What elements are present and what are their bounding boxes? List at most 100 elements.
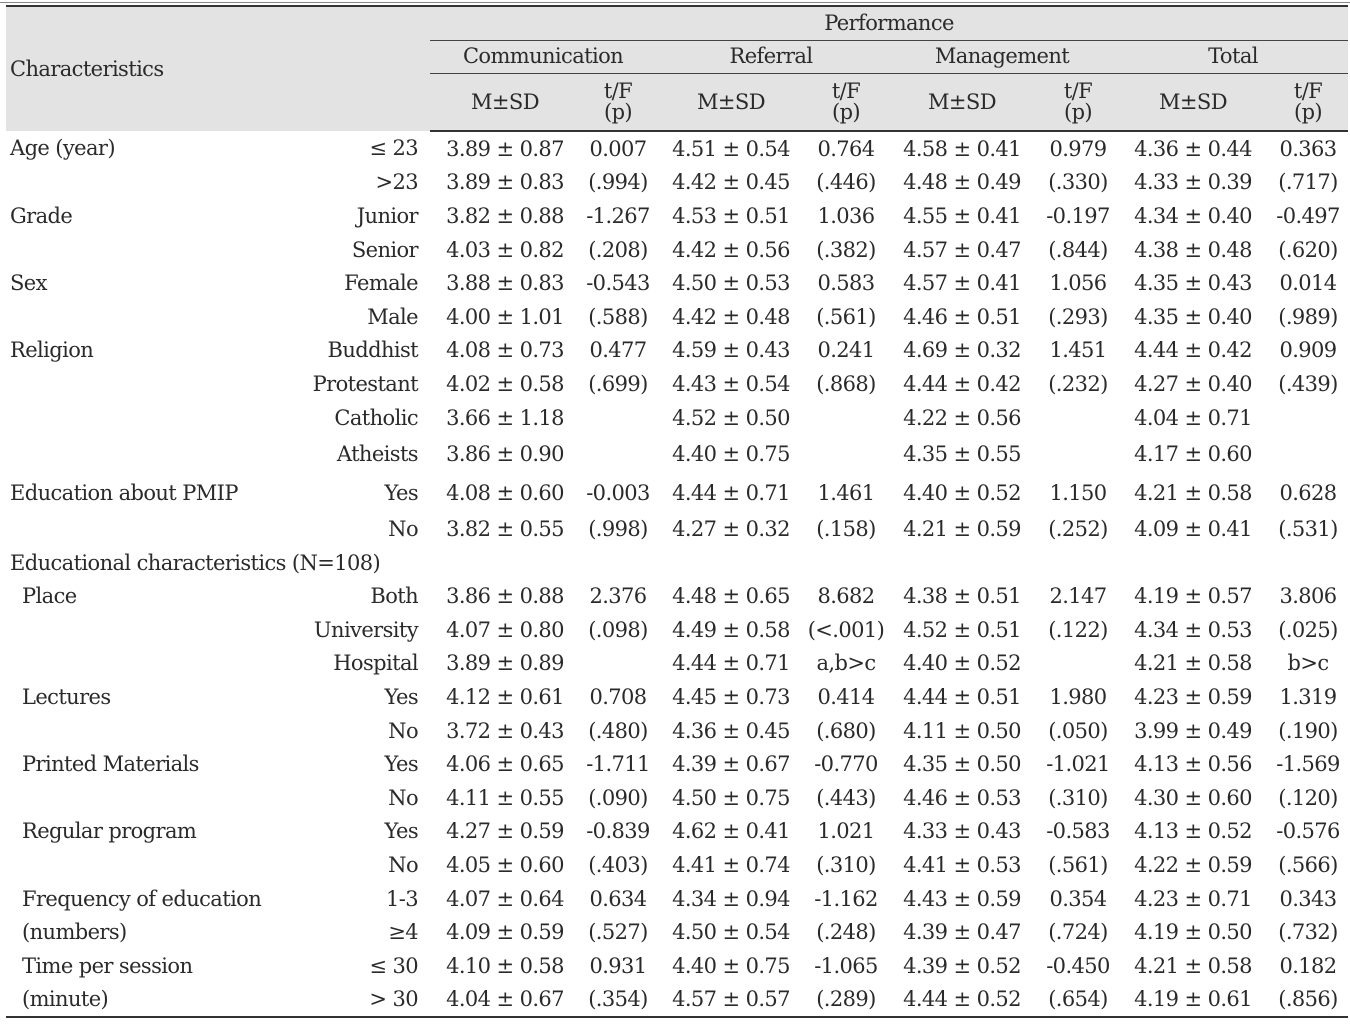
mean-sd-cell: 4.00 ± 1.01 [446, 304, 564, 329]
row-sublabel: Protestant [312, 371, 419, 396]
mean-sd-cell: 4.49 ± 0.58 [672, 617, 790, 642]
test-stat-cell: -0.497 [1276, 203, 1340, 228]
table-row: Protestant 4.02 ± 0.58 (.699) 4.43 ± 0.54 (.… [6, 367, 1348, 401]
mean-sd-cell: 4.36 ± 0.45 [672, 718, 790, 743]
row-sublabel: Hospital [333, 651, 418, 676]
table-row: (minute) > 30 4.04 ± 0.67 (.354) 4.57 ± 0.57… [6, 982, 1349, 1019]
row-label: Sex [10, 271, 47, 296]
test-stat-cell: -0.197 [1046, 203, 1110, 228]
table-row: Male 4.00 ± 1.01 (.588) 4.42 ± 0.48 (.561) 4.… [6, 300, 1348, 334]
mean-sd-cell: 4.23 ± 0.71 [1134, 886, 1252, 911]
row-sublabel: ≤ 23 [369, 136, 418, 161]
row-label [6, 166, 302, 200]
test-stat-cell: 0.182 [1279, 953, 1337, 978]
mean-sd-cell: 4.44 ± 0.51 [903, 685, 1021, 710]
table-row: University 4.07 ± 0.80 (.098) 4.49 ± 0.58 (<… [6, 613, 1348, 647]
test-stat-cell: (<.001) [807, 617, 885, 642]
test-stat-cell: -0.583 [1046, 819, 1110, 844]
row-sublabel: Junior [356, 203, 419, 228]
row-label [6, 401, 302, 435]
test-stat-cell: 0.363 [1279, 136, 1337, 161]
mean-sd-cell: 4.21 ± 0.59 [903, 517, 1021, 542]
mean-sd-cell: 4.58 ± 0.41 [903, 136, 1021, 161]
test-stat-cell: (.588) [588, 304, 648, 329]
test-stat-cell: (.289) [806, 982, 886, 1019]
mean-sd-cell: 4.44 ± 0.52 [886, 982, 1038, 1019]
table-row: >23 3.89 ± 0.83 (.994) 4.42 ± 0.45 (.446) 4.4… [6, 166, 1348, 200]
test-stat-cell: 1.980 [1049, 685, 1107, 710]
test-stat-cell [580, 647, 656, 681]
results-table: Characteristics Performance Communicatio… [6, 5, 1349, 1019]
row-sublabel: Yes [384, 480, 419, 505]
row-label: Time per session [22, 953, 193, 978]
table-row: Time per session ≤ 30 4.10 ± 0.58 0.931 4.40… [6, 949, 1348, 983]
test-stat-cell: (.310) [1048, 785, 1108, 810]
previous-caption-cutoff [0, 0, 1350, 4]
row-label: Regular program [22, 819, 197, 844]
test-stat-cell: (.724) [1048, 920, 1108, 945]
test-stat-cell: (.699) [588, 371, 648, 396]
mean-sd-cell: 4.08 ± 0.73 [446, 338, 564, 363]
row-sublabel: ≤ 30 [369, 953, 418, 978]
mean-sd-cell: 4.04 ± 0.71 [1134, 405, 1252, 430]
table-row: Age (year) ≤ 23 3.89 ± 0.87 0.007 4.51 ± 0.5… [6, 131, 1348, 166]
mean-sd-cell: 4.40 ± 0.52 [903, 651, 1021, 676]
mean-sd-cell: 4.21 ± 0.58 [1134, 953, 1252, 978]
test-stat-cell: 1.461 [817, 480, 875, 505]
row-sublabel: Atheists [336, 441, 419, 466]
row-label: Education about PMIP [10, 480, 238, 505]
communication-header: Communication [430, 40, 656, 74]
test-stat-cell: (.293) [1048, 304, 1108, 329]
test-stat-cell [806, 434, 886, 473]
test-stat-cell: b>c [1287, 651, 1330, 676]
mean-sd-cell: 4.19 ± 0.57 [1134, 584, 1252, 609]
test-stat-cell: -0.770 [814, 752, 878, 777]
mean-sd-cell: 4.27 ± 0.59 [446, 819, 564, 844]
mean-sd-cell: 4.43 ± 0.54 [672, 371, 790, 396]
table-row: Place Both 3.86 ± 0.88 2.376 4.48 ± 0.65 8.68… [6, 580, 1348, 614]
mean-sd-cell: 4.59 ± 0.43 [672, 338, 790, 363]
mean-sd-cell: 4.44 ± 0.71 [672, 651, 790, 676]
test-stat-cell [1268, 401, 1348, 435]
test-stat-cell: (.050) [1048, 718, 1108, 743]
mean-sd-cell: 4.05 ± 0.60 [446, 853, 564, 878]
mean-sd-cell: 4.57 ± 0.41 [903, 271, 1021, 296]
test-stat-cell: (.566) [1278, 853, 1338, 878]
test-stat-cell: (.531) [1278, 517, 1338, 542]
test-stat-cell: 1.150 [1049, 480, 1107, 505]
test-stat-cell: 0.764 [817, 136, 875, 161]
test-stat-cell: a,b>c [816, 651, 877, 676]
row-sublabel: Buddhist [327, 338, 419, 363]
test-stat-cell: (.382) [816, 237, 876, 262]
mean-sd-cell: 3.86 ± 0.90 [446, 441, 564, 466]
mean-sd-cell: 4.44 ± 0.42 [903, 371, 1021, 396]
table-row: (numbers) ≥4 4.09 ± 0.59 (.527) 4.50 ± 0.54 (… [6, 915, 1348, 949]
mean-sd-cell: 4.38 ± 0.48 [1134, 237, 1252, 262]
test-stat-cell: (.844) [1048, 237, 1108, 262]
table-row: Senior 4.03 ± 0.82 (.208) 4.42 ± 0.56 (.382)… [6, 233, 1348, 267]
table-row: Catholic 3.66 ± 1.18 4.52 ± 0.50 4.22 ± 0.5… [6, 401, 1348, 435]
test-stat-cell: (.998) [588, 517, 648, 542]
mean-sd-cell: 4.17 ± 0.60 [1134, 441, 1252, 466]
test-stat-cell: 0.414 [817, 685, 875, 710]
mean-sd-cell: 4.57 ± 0.47 [903, 237, 1021, 262]
test-stat-cell: 0.354 [1049, 886, 1107, 911]
test-stat-cell: -1.569 [1276, 752, 1340, 777]
row-label [6, 613, 302, 647]
test-stat-cell: 0.909 [1279, 338, 1337, 363]
test-stat-cell: -1.021 [1046, 752, 1110, 777]
test-stat-cell [1038, 401, 1118, 435]
table-row: No 4.11 ± 0.55 (.090) 4.50 ± 0.75 (.443) 4.46… [6, 781, 1348, 815]
mean-sd-cell: 4.46 ± 0.51 [903, 304, 1021, 329]
test-stat-cell: -1.065 [814, 953, 878, 978]
mean-sd-cell: 4.40 ± 0.52 [903, 480, 1021, 505]
mean-sd-cell: 4.44 ± 0.71 [672, 480, 790, 505]
test-stat-cell: (.403) [588, 853, 648, 878]
row-label: Grade [10, 203, 73, 228]
mean-sd-cell: 4.40 ± 0.75 [672, 953, 790, 978]
test-stat-cell: (.620) [1278, 237, 1338, 262]
test-stat-cell [580, 434, 656, 473]
row-label: (numbers) [22, 920, 127, 945]
mean-sd-cell: 4.13 ± 0.52 [1134, 819, 1252, 844]
test-stat-cell: 3.806 [1279, 584, 1337, 609]
